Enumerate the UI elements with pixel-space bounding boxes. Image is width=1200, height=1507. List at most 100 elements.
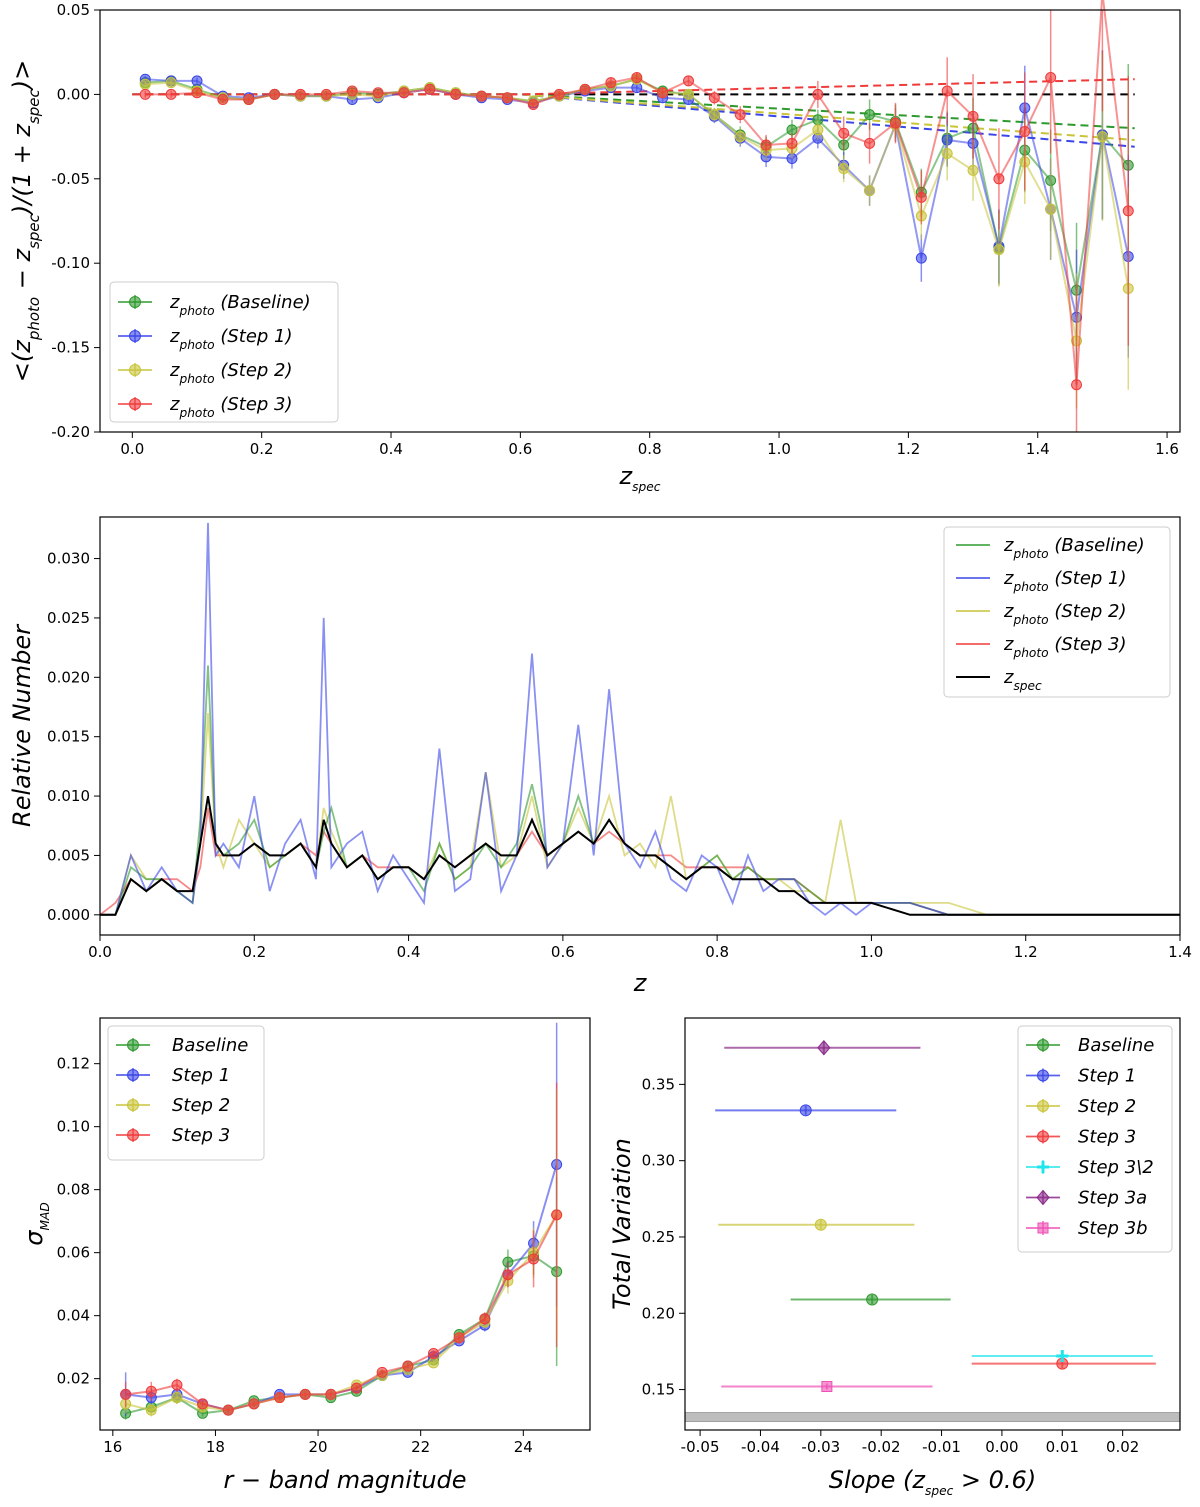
panel-sigma-mad: 16 18 20 22 24 0.02 0.04 0.06 0.08 0.10 0.12 r − ba… [20,1017,591,1494]
legend-label: Baseline [1078,1035,1154,1056]
data-point [428,1347,440,1359]
data-point [145,1404,157,1416]
data-point [450,88,462,100]
x-tick-label: 0.00 [985,1438,1018,1456]
data-point [424,83,436,95]
data-point [1071,379,1083,391]
data-point [120,1388,132,1400]
data-point [325,1388,337,1400]
y-tick-label: 0.005 [47,846,90,864]
legend-label: zphoto (Step 2) [1003,601,1127,627]
x-tick-label: -0.02 [862,1438,901,1456]
legend-label: Step 1 [172,1065,230,1086]
x-tick-label: 20 [309,1438,328,1456]
y-tick-label: 0.000 [47,906,90,924]
x-tick-label: 0.0 [88,943,112,961]
data-point [1045,72,1057,84]
data-point [760,139,772,151]
legend-label: Step 3 [172,1125,230,1146]
legend-label: Baseline [172,1035,248,1056]
data-point [299,1388,311,1400]
data-point [799,1104,812,1117]
panel-redshift-distribution: 0.0 0.2 0.4 0.6 0.8 1.0 1.2 1.4 0.000 0.005 0.010 0… [8,516,1192,997]
data-point [191,75,203,87]
y-tick-label: -0.05 [51,170,90,188]
legend-marker [129,364,141,376]
data-point [165,77,177,89]
data-point [821,1381,833,1393]
legend-box [943,526,1171,698]
data-point [320,88,332,100]
data-point [171,1392,183,1404]
data-point [1056,1349,1069,1362]
series-line-step-2 [100,712,1180,916]
y-tick-label: 0.04 [57,1307,90,1325]
data-point [453,1332,465,1344]
legend-label: zphoto (Step 2) [169,360,293,386]
legend-label: zspec [1003,667,1042,693]
legend-label: zphoto (Baseline) [169,292,311,318]
y-tick-label: 0.010 [47,787,90,805]
legend-label: Step 3b [1078,1218,1148,1239]
legend-box [1017,1025,1173,1253]
x-tick-label: -0.01 [922,1438,961,1456]
legend-marker [1037,1069,1049,1082]
data-point [708,109,720,121]
data-point [527,99,539,111]
y-tick-label: 0.30 [642,1152,675,1170]
x-tick-label: 0.0 [120,440,144,458]
data-point [866,1293,879,1306]
data-point [376,1366,388,1378]
y-tick-label: 0.35 [642,1075,675,1093]
legend-label: Step 3 [1078,1127,1136,1148]
data-point [967,110,979,122]
x-axis-label: zspec [619,462,661,494]
x-tick-label: 24 [514,1438,533,1456]
x-tick-label: 0.01 [1046,1438,1079,1456]
data-point [734,109,746,121]
x-tick-label: 0.8 [705,943,729,961]
legend-marker [129,330,141,342]
x-tick-label: 0.2 [250,440,274,458]
x-axis-label: z [633,969,648,997]
data-point [1045,203,1057,215]
x-axis-label: r − band magnitude [223,1466,466,1494]
x-tick-label: 0.6 [551,943,575,961]
data-point [191,87,203,99]
trend-line [132,93,1135,148]
data-point [197,1398,209,1410]
x-tick-label: 1.6 [1155,440,1179,458]
x-tick-label: 0.4 [379,440,403,458]
y-tick-label: -0.10 [51,254,90,272]
data-point [683,75,695,87]
data-point [269,88,281,100]
data-point [222,1404,234,1416]
y-tick-label: -0.15 [51,339,90,357]
y-tick-label: 0.06 [57,1244,90,1262]
y-tick-label: 0.08 [57,1181,90,1199]
data-point [171,1379,183,1391]
x-tick-label: 18 [206,1438,225,1456]
x-tick-label: 0.02 [1106,1438,1139,1456]
legend-marker [127,1039,139,1051]
panel1-frame [99,9,1181,433]
legend-marker [1037,1130,1049,1143]
x-tick-label: 22 [411,1438,430,1456]
y-tick-label: 0.15 [642,1381,675,1399]
y-axis-label: <(zphoto − zspec)/(1 + zspec)> [8,60,43,383]
x-tick-label: 16 [103,1438,122,1456]
y-axis-label: σMAD [20,1202,52,1245]
legend-marker [1037,1161,1049,1173]
data-point [734,131,746,143]
trend-line [132,78,1135,96]
data-point [139,78,151,90]
y-tick-label: 0.25 [642,1228,675,1246]
data-point [248,1398,260,1410]
data-point [683,88,695,100]
data-point [864,137,876,149]
data-point [864,185,876,197]
x-tick-label: 0.2 [242,943,266,961]
y-tick-label: 0.025 [47,609,90,627]
legend-marker [129,296,141,308]
